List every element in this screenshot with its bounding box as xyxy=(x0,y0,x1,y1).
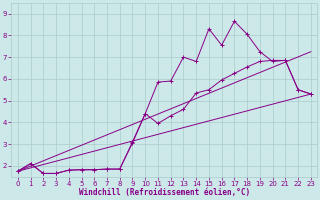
X-axis label: Windchill (Refroidissement éolien,°C): Windchill (Refroidissement éolien,°C) xyxy=(79,188,250,197)
